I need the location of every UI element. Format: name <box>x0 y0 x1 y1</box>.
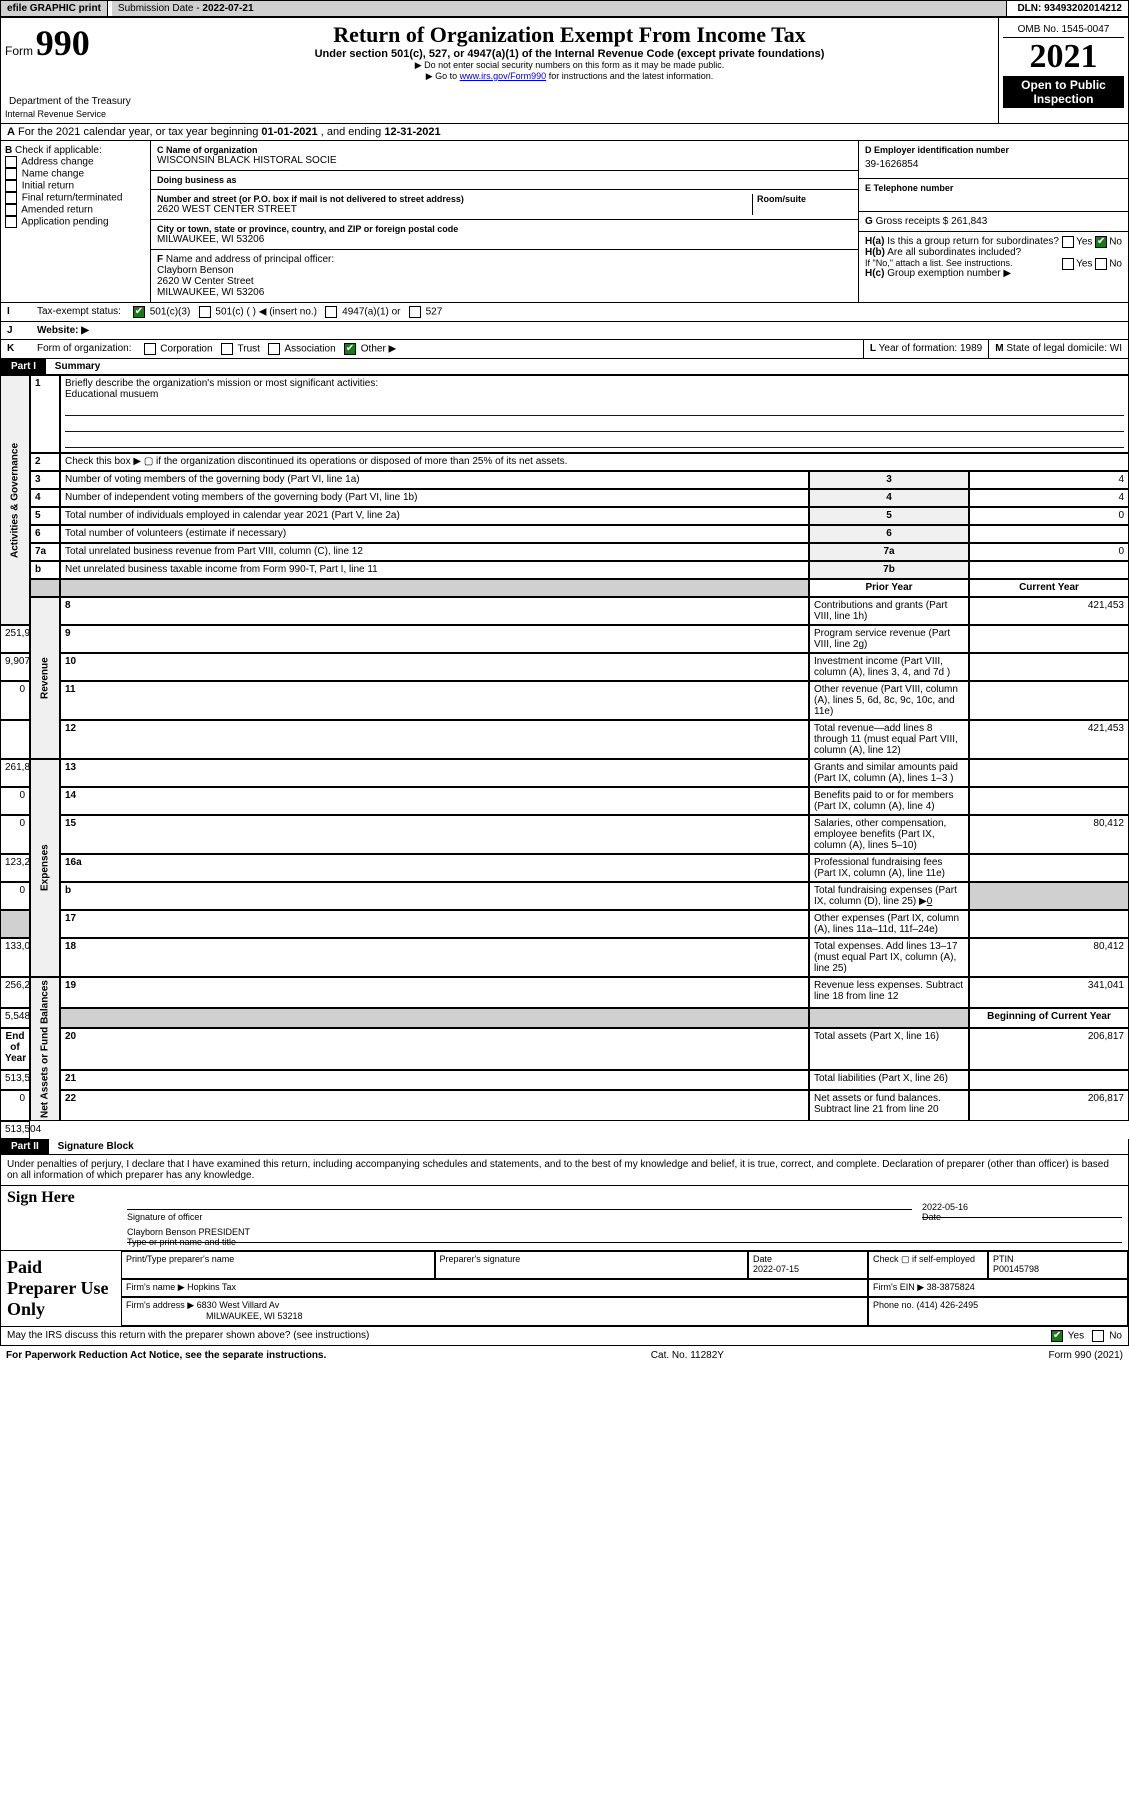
part2-header: Part II Signature Block <box>0 1139 1129 1155</box>
prep-date: 2022-07-15 <box>753 1264 799 1274</box>
row-j: J Website: ▶ <box>0 322 1129 340</box>
check-name-change[interactable] <box>5 168 17 180</box>
bcd-block: B Check if applicable: Address change Na… <box>0 141 1129 303</box>
sign-date: 2022-05-16 <box>922 1202 1122 1212</box>
discuss-no[interactable] <box>1092 1330 1104 1342</box>
check-501c[interactable] <box>199 306 211 318</box>
submission-date-value: 2022-07-21 <box>202 3 253 14</box>
submission-date: Submission Date - 2022-07-21 <box>112 1 1008 16</box>
tax-year-begin: 01-01-2021 <box>261 126 317 138</box>
check-amended-return[interactable] <box>5 204 17 216</box>
telephone <box>865 193 1122 207</box>
discuss-row: May the IRS discuss this return with the… <box>0 1327 1129 1346</box>
discuss-yes[interactable] <box>1051 1330 1063 1342</box>
efile-print-button[interactable]: efile GRAPHIC print <box>1 1 108 16</box>
ha-no[interactable] <box>1095 236 1107 248</box>
irs-label: Internal Revenue Service <box>5 109 137 119</box>
page-footer: For Paperwork Reduction Act Notice, see … <box>0 1346 1129 1365</box>
paid-preparer: Paid Preparer Use Only Print/Type prepar… <box>0 1251 1129 1327</box>
year-formation: 1989 <box>960 343 982 354</box>
gross-receipts: 261,843 <box>951 216 987 227</box>
box-b: B Check if applicable: Address change Na… <box>1 141 151 302</box>
sign-here: Sign Here Signature of officer 2022-05-1… <box>0 1186 1129 1251</box>
ptin: P00145798 <box>993 1264 1039 1274</box>
omb-box: OMB No. 1545-0047 2021 Open to Public In… <box>998 18 1128 123</box>
tax-year-end: 12-31-2021 <box>384 126 440 138</box>
dln-value: 93493202014212 <box>1044 3 1122 14</box>
v7b <box>969 561 1129 579</box>
check-corp[interactable] <box>144 343 156 355</box>
mission: Educational musuem <box>65 389 158 400</box>
officer-addr2: MILWAUKEE, WI 53206 <box>157 287 852 298</box>
form-word: Form <box>5 44 33 58</box>
org-name: WISCONSIN BLACK HISTORAL SOCIE <box>157 155 852 166</box>
irs-form990-link[interactable]: www.irs.gov/Form990 <box>460 71 547 81</box>
vlabel-revenue: Revenue <box>30 597 60 759</box>
line-a: A For the 2021 calendar year, or tax yea… <box>0 124 1129 141</box>
tax-year: 2021 <box>1003 38 1124 76</box>
form-title: Return of Organization Exempt From Incom… <box>145 22 994 48</box>
officer-print-name: Clayborn Benson PRESIDENT <box>127 1227 1122 1237</box>
v6 <box>969 525 1129 543</box>
form-ref: Form 990 (2021) <box>1049 1350 1123 1361</box>
form-header: Form 990 Department of the Treasury Inte… <box>0 17 1129 124</box>
officer-addr1: 2620 W Center Street <box>157 276 852 287</box>
check-application-pending[interactable] <box>5 216 17 228</box>
row-k: K Form of organization: Corporation Trus… <box>0 340 1129 359</box>
part1-header: Part I Summary <box>0 359 1129 375</box>
check-501c3[interactable] <box>133 306 145 318</box>
title-cell: Return of Organization Exempt From Incom… <box>141 18 998 123</box>
firm-name: Hopkins Tax <box>187 1282 236 1292</box>
vlabel-governance: Activities & Governance <box>0 375 30 625</box>
org-street: 2620 WEST CENTER STREET <box>157 204 752 215</box>
check-4947[interactable] <box>325 306 337 318</box>
v4: 4 <box>969 489 1129 507</box>
dept-treasury: Department of the Treasury <box>5 94 137 109</box>
box-c: C Name of organization WISCONSIN BLACK H… <box>151 141 858 302</box>
signature-of-officer-label: Signature of officer <box>127 1209 912 1222</box>
firm-phone: (414) 426-2495 <box>917 1300 979 1310</box>
vlabel-netassets: Net Assets or Fund Balances <box>30 977 60 1121</box>
officer-name: Clayborn Benson <box>157 265 852 276</box>
cat-no: Cat. No. 11282Y <box>651 1350 724 1361</box>
note-ssn: Do not enter social security numbers on … <box>145 60 994 71</box>
ha-yes[interactable] <box>1062 236 1074 248</box>
check-final-return[interactable] <box>5 192 17 204</box>
firm-ein: 38-3875824 <box>927 1282 975 1292</box>
check-527[interactable] <box>409 306 421 318</box>
submission-date-label: Submission Date - <box>118 3 202 14</box>
check-trust[interactable] <box>221 343 233 355</box>
vlabel-expenses: Expenses <box>30 759 60 977</box>
hb-yes[interactable] <box>1062 258 1074 270</box>
check-assoc[interactable] <box>268 343 280 355</box>
v5: 0 <box>969 507 1129 525</box>
summary-table: Activities & Governance 1 Briefly descri… <box>0 375 1129 1139</box>
box-d-g: D Employer identification number 39-1626… <box>858 141 1128 302</box>
dln: DLN: 93493202014212 <box>1011 1 1128 16</box>
ein: 39-1626854 <box>865 155 1122 174</box>
v7a: 0 <box>969 543 1129 561</box>
note-goto: Go to www.irs.gov/Form990 for instructio… <box>145 71 994 82</box>
row-i: I Tax-exempt status: 501(c)(3) 501(c) ( … <box>0 303 1129 322</box>
check-address-change[interactable] <box>5 156 17 168</box>
v3: 4 <box>969 471 1129 489</box>
omb-number: OMB No. 1545-0047 <box>1003 22 1124 38</box>
org-city: MILWAUKEE, WI 53206 <box>157 234 852 245</box>
website <box>95 322 1128 339</box>
check-other[interactable] <box>344 343 356 355</box>
dln-label: DLN: <box>1017 3 1044 14</box>
form-number-cell: Form 990 Department of the Treasury Inte… <box>1 18 141 123</box>
form-number: 990 <box>36 23 90 63</box>
form-subtitle: Under section 501(c), 527, or 4947(a)(1)… <box>145 48 994 60</box>
firm-addr2: MILWAUKEE, WI 53218 <box>126 1311 303 1321</box>
open-to-public: Open to Public Inspection <box>1003 76 1124 108</box>
top-bar: efile GRAPHIC print Submission Date - 20… <box>0 0 1129 17</box>
hb-no[interactable] <box>1095 258 1107 270</box>
check-initial-return[interactable] <box>5 180 17 192</box>
state-domicile: WI <box>1110 343 1122 354</box>
paperwork-notice: For Paperwork Reduction Act Notice, see … <box>6 1350 326 1361</box>
firm-addr1: 6830 West Villard Av <box>197 1300 280 1310</box>
declaration: Under penalties of perjury, I declare th… <box>0 1155 1129 1186</box>
